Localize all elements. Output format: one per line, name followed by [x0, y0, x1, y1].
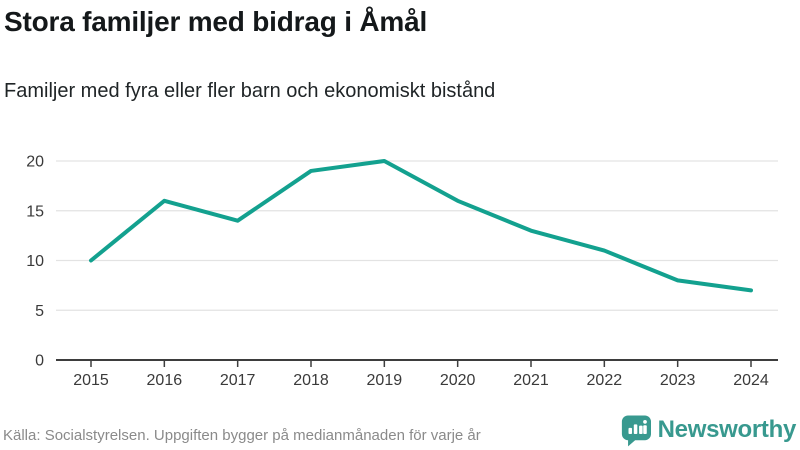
source-note: Källa: Socialstyrelsen. Uppgiften bygger…: [3, 427, 481, 444]
x-tick-label: 2022: [587, 372, 623, 389]
x-tick-label: 2018: [293, 372, 329, 389]
y-tick-label: 10: [26, 253, 44, 270]
page-title: Stora familjer med bidrag i Åmål: [4, 6, 428, 37]
x-tick-label: 2023: [660, 372, 696, 389]
x-tick-label: 2021: [513, 372, 549, 389]
y-tick-label: 0: [35, 353, 44, 370]
y-tick-label: 20: [26, 154, 44, 171]
data-line-series: [89, 159, 753, 293]
newsworthy-logo: Newsworthy: [621, 412, 796, 448]
mini-bar-chart: [628, 419, 647, 434]
y-tick-label: 5: [35, 303, 44, 320]
bar-chart-speech-bubble-icon: [621, 415, 651, 446]
logo-text: Newsworthy: [657, 416, 797, 443]
x-tick-label: 2016: [147, 372, 183, 389]
y-tick-label: 15: [26, 203, 44, 220]
x-tick-label: 2020: [440, 372, 476, 389]
chart-subtitle: Familjer med fyra eller fler barn och ek…: [4, 80, 496, 102]
x-tick-label: 2024: [733, 372, 769, 389]
x-tick-label: 2019: [367, 372, 403, 389]
x-tick-label: 2017: [220, 372, 256, 389]
x-tick-label: 2015: [73, 372, 109, 389]
